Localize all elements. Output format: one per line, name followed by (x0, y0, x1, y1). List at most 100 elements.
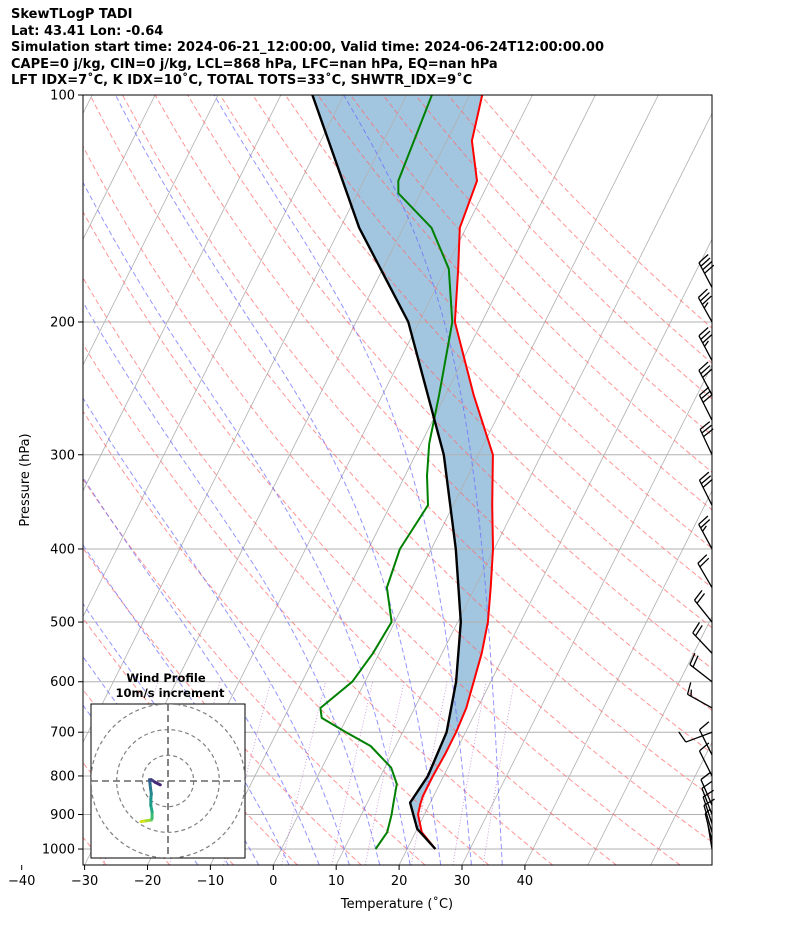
wind-barb-flag (703, 302, 709, 309)
wind-barb (689, 652, 713, 683)
wind-barb-flag (702, 368, 713, 378)
wind-barb-flag (702, 334, 713, 344)
wind-barb-staff (703, 805, 713, 833)
wind-barb (700, 771, 713, 806)
dry-adiabat-line (350, 95, 712, 473)
wind-barb-flag (678, 731, 687, 743)
isotherm-line (83, 95, 219, 366)
dry-adiabat-line (154, 95, 712, 712)
moist-adiabat-line (83, 655, 229, 865)
wind-barb-staff (702, 796, 713, 824)
y-tick-label: 700 (50, 726, 75, 741)
isotherm-line (524, 489, 712, 865)
y-tick-label: 600 (50, 675, 75, 690)
wind-barb-staff (698, 335, 713, 361)
wind-barb-flag (700, 257, 711, 267)
wind-barb (697, 554, 713, 588)
wind-barb-flag (692, 655, 699, 668)
isotherm-line (210, 95, 596, 865)
dry-adiabat-line (122, 95, 712, 754)
isotherm-line (83, 95, 282, 492)
wind-barb-flag (700, 519, 711, 529)
moist-adiabat-line (83, 301, 381, 865)
wind-barb-flag (697, 288, 708, 298)
mixing-ratio-line (331, 681, 373, 865)
simulation-time-line: Simulation start time: 2024-06-21_12:00:… (11, 40, 604, 55)
dry-adiabat-line (83, 836, 107, 865)
dry-adiabat-line (89, 95, 712, 798)
isotherm-line (461, 364, 712, 865)
wind-barb-staff (698, 370, 713, 396)
mixing-ratio-line (410, 681, 448, 865)
isotherm-line (398, 238, 712, 865)
wind-barb-flag (704, 340, 709, 347)
wind-barb (692, 622, 713, 654)
wind-barb-staff (698, 262, 713, 288)
wind-barb-flag (698, 327, 709, 337)
wind-barb (698, 742, 713, 777)
wind-barb-flag (698, 253, 709, 264)
wind-barb-flag (686, 682, 692, 695)
plot-layer (83, 95, 712, 865)
hodograph-plot (91, 704, 245, 858)
wind-barb-flag (696, 593, 706, 604)
wind-barb-flag (700, 771, 712, 781)
wind-barb-flag (701, 295, 712, 305)
wind-barb (698, 721, 713, 756)
dry-adiabat-line (252, 95, 712, 589)
wind-barb-flag (698, 361, 709, 371)
y-tick-label: 100 (50, 89, 75, 104)
wind-barb-staff (698, 750, 713, 777)
wind-barb-staff (694, 599, 713, 623)
hodograph-inset: Wind Profile 10m/s increment (90, 671, 246, 859)
cape-line: CAPE=0 j/kg, CIN=0 j/kg, LCL=868 hPa, LF… (11, 56, 498, 72)
x-tick-label: 10 (328, 874, 345, 889)
wind-barb (693, 589, 713, 623)
wind-barb-staff (687, 693, 713, 709)
wind-barb (698, 327, 713, 361)
indices-line: LFT IDX=7˚C, K IDX=10˚C, TOTAL TOTS=33˚C… (11, 73, 473, 88)
wind-barb-flag (700, 475, 712, 485)
x-tick-label: −40 (8, 874, 35, 889)
dry-adiabat-line (382, 95, 712, 436)
wind-barb-flag (697, 554, 708, 564)
wind-barb-staff (704, 813, 713, 841)
wind-barb-flag (699, 721, 710, 731)
moist-adiabat-line (83, 603, 260, 865)
mixing-ratio-line (364, 681, 405, 865)
wind-barb-staff (701, 788, 713, 815)
wind-barb-staff (698, 524, 713, 550)
wind-barb (686, 682, 713, 709)
y-tick-label: 800 (50, 769, 75, 784)
dry-adiabat-line (83, 547, 362, 865)
x-tick-label: 30 (454, 874, 471, 889)
wind-barb-flag (698, 515, 709, 525)
wind-barb-flag (699, 386, 710, 396)
x-tick-label: 40 (517, 874, 534, 889)
x-axis-label: Temperature (˚C) (340, 896, 453, 912)
hodograph-subtitle: 10m/s increment (116, 686, 225, 700)
dewpoint-line (319, 95, 454, 850)
cape-cin-fill (312, 95, 493, 849)
wind-barb (697, 288, 713, 323)
wind-barb-flag (702, 261, 713, 271)
wind-barb-flag (699, 471, 710, 481)
wind-barb-staff (689, 664, 713, 683)
wind-barb-flag (693, 589, 703, 601)
mixing-ratio-line (452, 681, 487, 865)
dry-adiabat-line (187, 95, 712, 670)
wind-barb (698, 471, 713, 506)
wind-barb-staff (698, 394, 713, 421)
moist-adiabat-line (83, 397, 350, 865)
moist-adiabat-line (83, 544, 290, 865)
temperature-line (417, 95, 494, 850)
wind-barb (678, 731, 713, 743)
mixing-ratio-line (281, 681, 326, 865)
dry-adiabat-line (83, 343, 553, 865)
isotherm-line (83, 95, 156, 241)
wind-barb-staff (700, 779, 713, 806)
wind-barb-flag (701, 424, 712, 434)
wind-barb-flag (702, 393, 713, 403)
dry-adiabat-line (83, 210, 681, 865)
